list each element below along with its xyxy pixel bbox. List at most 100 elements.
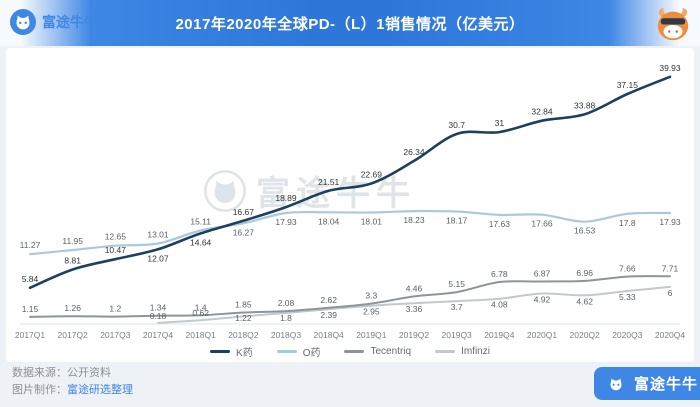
brand-logo-icon xyxy=(610,378,622,390)
point-label-Imfinzi: 4.08 xyxy=(491,300,508,310)
x-axis-label: 2018Q1 xyxy=(186,330,217,340)
point-label-O药: 11.95 xyxy=(62,236,83,246)
series-line-Tecentriq xyxy=(29,275,671,318)
legend-item-Imfinzi: Imfinzi xyxy=(435,346,490,357)
x-axis-label: 2019Q3 xyxy=(442,330,473,340)
legend-label: Imfinzi xyxy=(461,346,490,357)
futu-logo-icon xyxy=(10,9,36,35)
legend-item-O药: O药 xyxy=(276,344,320,359)
point-label-O药: 18.23 xyxy=(403,215,425,225)
mascot-icon xyxy=(657,7,689,41)
point-label-Tecentriq: 6.78 xyxy=(491,269,508,279)
chart-card: 富途牛牛 2017Q1 2017Q2 2017Q3 2017Q4 2018Q1 2018Q… xyxy=(6,48,694,362)
point-label-O药: 17.63 xyxy=(489,219,511,229)
series-line-K药 xyxy=(28,75,672,290)
point-label-K药: 18.89 xyxy=(275,193,297,203)
point-label-Imfinzi: 0.18 xyxy=(150,311,167,321)
point-label-Tecentriq: 7.66 xyxy=(619,264,636,274)
legend-swatch xyxy=(210,350,231,353)
chart-title: 2017年2020年全球PD-（L）1销售情况（亿美元） xyxy=(175,15,525,33)
point-label-Imfinzi: 1.8 xyxy=(280,313,292,323)
data-source-label: 数据来源： xyxy=(12,367,67,379)
point-label-Tecentriq: 1.26 xyxy=(64,303,81,313)
x-axis-label: 2018Q4 xyxy=(314,330,345,340)
point-label-Tecentriq: 1.85 xyxy=(235,300,252,310)
point-label-Tecentriq: 6.96 xyxy=(576,268,593,278)
x-axis-label: 2020Q1 xyxy=(527,330,558,340)
point-label-K药: 32.84 xyxy=(531,107,553,117)
point-label-Imfinzi: 5.33 xyxy=(619,292,636,302)
point-label-O药: 15.11 xyxy=(190,216,211,226)
x-axis-label: 2017Q2 xyxy=(58,330,89,340)
x-axis-label: 2017Q3 xyxy=(100,330,131,340)
point-label-O药: 13.01 xyxy=(147,229,169,239)
point-label-Imfinzi: 4.62 xyxy=(576,296,593,306)
point-label-Tecentriq: 7.71 xyxy=(662,263,679,273)
point-label-O药: 17.66 xyxy=(531,219,553,229)
legend-label: K药 xyxy=(236,348,253,359)
x-axis-label: 2017Q4 xyxy=(143,330,174,340)
series-line-O药 xyxy=(28,209,672,256)
point-label-K药: 31 xyxy=(495,118,505,128)
point-label-K药: 16.67 xyxy=(233,207,255,217)
x-axis-label: 2020Q3 xyxy=(612,330,643,340)
point-label-Tecentriq: 2.08 xyxy=(278,298,295,308)
point-label-Tecentriq: 1.15 xyxy=(22,304,39,314)
point-label-K药: 14.64 xyxy=(190,237,212,247)
point-label-O药: 17.93 xyxy=(659,217,681,227)
x-axis-label: 2017Q1 xyxy=(15,330,46,340)
point-label-K药: 8.81 xyxy=(64,255,81,265)
point-label-Tecentriq: 1.2 xyxy=(109,304,121,314)
point-label-K药: 33.88 xyxy=(574,100,596,110)
legend-item-Tecentriq: Tecentriq xyxy=(344,346,411,357)
point-label-Tecentriq: 2.62 xyxy=(320,295,337,305)
chart-legend: K药 O药 Tecentriq Imfinzi xyxy=(6,344,694,359)
futu-logo: 富途牛牛 xyxy=(10,9,98,35)
series-line-Imfinzi xyxy=(157,285,671,324)
point-label-K药: 21.51 xyxy=(318,177,340,187)
point-label-Imfinzi: 0.62 xyxy=(192,308,209,318)
point-label-K药: 22.69 xyxy=(361,170,383,180)
credit-line: 图片制作：富途研选整理 xyxy=(12,382,133,399)
x-axis-label: 2018Q3 xyxy=(271,330,302,340)
x-axis-label: 2018Q2 xyxy=(228,330,259,340)
point-label-K药: 37.15 xyxy=(617,80,639,90)
point-label-O药: 18.01 xyxy=(361,217,383,227)
point-label-Imfinzi: 2.39 xyxy=(320,310,337,320)
point-label-Imfinzi: 1.22 xyxy=(235,313,252,323)
data-source-line: 数据来源：公开资料 xyxy=(12,365,133,382)
point-label-Tecentriq: 1.34 xyxy=(150,303,167,313)
legend-swatch xyxy=(344,350,365,353)
point-label-Imfinzi: 2.95 xyxy=(363,307,380,317)
point-label-O药: 18.17 xyxy=(446,216,468,226)
point-label-Tecentriq: 1.4 xyxy=(195,302,207,312)
credit-label: 图片制作： xyxy=(12,384,67,396)
point-label-Imfinzi: 3.36 xyxy=(406,304,423,314)
point-label-Imfinzi: 3.7 xyxy=(451,302,463,312)
point-label-K药: 30.7 xyxy=(448,120,465,130)
point-label-O药: 16.27 xyxy=(233,227,255,237)
point-label-K药: 5.84 xyxy=(22,274,39,284)
point-label-Tecentriq: 4.46 xyxy=(406,283,423,293)
point-label-K药: 39.93 xyxy=(659,63,681,73)
point-label-O药: 17.8 xyxy=(619,218,636,228)
footer-notes: 数据来源：公开资料 图片制作：富途研选整理 xyxy=(12,365,133,399)
point-label-Tecentriq: 5.15 xyxy=(448,279,465,289)
point-label-K药: 12.07 xyxy=(147,253,169,263)
x-axis-label: 2019Q2 xyxy=(399,330,430,340)
legend-label: Tecentriq xyxy=(370,346,412,357)
x-axis-label: 2020Q2 xyxy=(570,330,601,340)
point-label-Imfinzi: 6 xyxy=(668,288,673,298)
data-source-value: 公开资料 xyxy=(67,367,111,379)
x-axis-label: 2019Q4 xyxy=(484,330,515,340)
legend-swatch xyxy=(276,350,297,353)
point-label-O药: 18.04 xyxy=(318,216,340,226)
point-label-O药: 11.27 xyxy=(20,240,41,250)
point-label-Imfinzi: 4.92 xyxy=(534,295,551,305)
header-bar: 富途牛牛 2017年2020年全球PD-（L）1销售情况（亿美元） xyxy=(0,0,700,46)
point-label-O药: 17.93 xyxy=(275,217,297,227)
point-label-K药: 26.34 xyxy=(403,147,425,157)
point-label-K药: 10.47 xyxy=(105,245,127,255)
point-label-Tecentriq: 6.87 xyxy=(534,268,551,278)
logo-text: 富途牛牛 xyxy=(42,14,98,30)
